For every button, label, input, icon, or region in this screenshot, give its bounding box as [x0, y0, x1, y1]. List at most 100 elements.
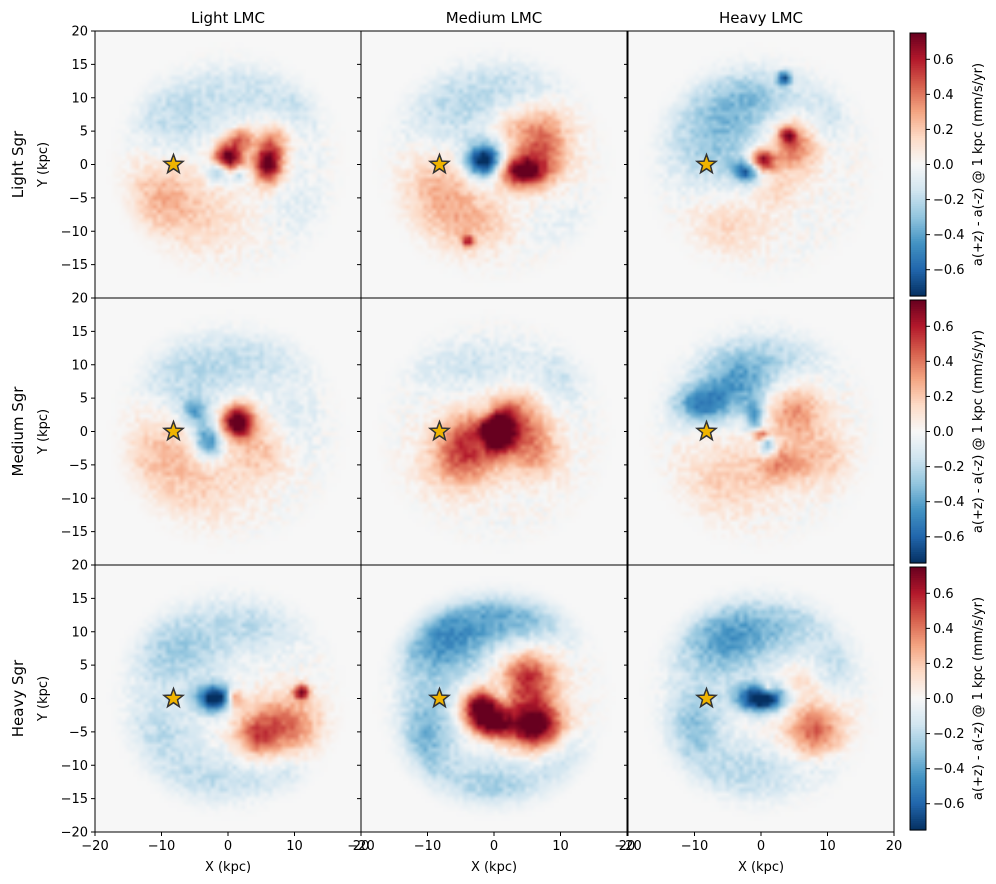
colorbar-label: a(+z) - a(-z) @ 1 kpc (mm/s/yr) [971, 330, 986, 533]
colorbar-segment [910, 164, 926, 168]
colorbar-segment [910, 203, 926, 207]
colorbar-segment [910, 330, 926, 334]
colorbar-segment [910, 125, 926, 128]
colorbar-segment [910, 582, 926, 586]
colorbar-segment [910, 350, 926, 354]
colorbar-segment [910, 683, 926, 686]
y-tick-label: −5 [69, 725, 88, 740]
colorbar-tick-label: 0.2 [933, 657, 954, 672]
colorbar-segment [910, 805, 926, 809]
colorbar-segment [910, 230, 926, 234]
colorbar-segment [910, 308, 926, 312]
colorbar-segment [910, 619, 926, 623]
colorbar-segment [910, 173, 926, 177]
y-tick-label: 5 [80, 125, 88, 140]
colorbar-segment [910, 438, 926, 441]
colorbar-segment [910, 687, 926, 691]
x-tick-label: 20 [619, 839, 636, 854]
colorbar-segment [910, 190, 926, 194]
colorbar-segment [910, 571, 926, 575]
colorbar-segment [910, 431, 926, 435]
colorbar-segment [910, 580, 926, 583]
colorbar-segment [910, 199, 926, 203]
colorbar-segment [910, 746, 926, 750]
colorbar-segment [910, 554, 926, 558]
colorbar-segment [910, 300, 926, 303]
colorbar-tick-label: −0.4 [933, 762, 965, 777]
colorbar-segment [910, 258, 926, 262]
colorbar-segment [910, 81, 926, 85]
colorbar-segment [910, 648, 926, 651]
colorbar-segment [910, 602, 926, 605]
colorbar-segment [910, 799, 926, 803]
x-tick-label: −20 [614, 839, 641, 854]
colorbar-segment [910, 709, 926, 713]
colorbar-segment [910, 819, 926, 822]
colorbar-segment [910, 674, 926, 678]
colorbar-segment [910, 263, 926, 266]
colorbar-segment [910, 256, 926, 260]
colorbar-segment [910, 389, 926, 393]
colorbar-segment [910, 781, 926, 785]
colorbar-tick-label: 0.6 [933, 320, 954, 335]
y-tick-label: −5 [69, 191, 88, 206]
y-tick-label: 15 [71, 592, 88, 607]
colorbar-segment [910, 33, 926, 36]
colorbar-segment [910, 72, 926, 76]
colorbar-segment [910, 319, 926, 323]
colorbar-segment [910, 718, 926, 722]
colorbar-segment [910, 821, 926, 825]
colorbar-segment [910, 424, 926, 428]
y-tick-label: 5 [80, 659, 88, 674]
colorbar-segment [910, 613, 926, 616]
colorbar-segment [910, 495, 926, 498]
colorbar-segment [910, 291, 926, 295]
colorbar-segment [910, 689, 926, 693]
colorbar-segment [910, 310, 926, 314]
colorbar-segment [910, 444, 926, 448]
colorbar-segment [910, 223, 926, 227]
colorbar-segment [910, 146, 926, 150]
colorbar-segment [910, 387, 926, 391]
colorbar-segment [910, 481, 926, 485]
heatmap-panel-5 [361, 298, 627, 565]
colorbar-segment [910, 94, 926, 98]
colorbar-segment [910, 803, 926, 807]
colorbar-segment [910, 131, 926, 135]
heatmap-panel-9 [628, 565, 894, 832]
colorbar-segment [910, 567, 926, 570]
colorbar-segment [910, 797, 926, 800]
colorbar-segment [910, 442, 926, 446]
colorbar-segment [910, 659, 926, 662]
colorbar-segment [910, 449, 926, 452]
colorbar-segment [910, 462, 926, 465]
heatmap-panel-8 [361, 565, 627, 832]
colorbar-segment [910, 773, 926, 776]
colorbar-segment [910, 372, 926, 376]
colorbar-segment [910, 453, 926, 457]
colorbar-segment [910, 304, 926, 308]
colorbar-segment [910, 225, 926, 229]
colorbar-segment [910, 228, 926, 231]
colorbar-segment [910, 716, 926, 719]
colorbar-segment [910, 759, 926, 763]
colorbar-segment [910, 634, 926, 638]
colorbar-segment [910, 241, 926, 244]
colorbar-segment [910, 740, 926, 743]
colorbar-segment [910, 479, 926, 483]
colorbar-segment [910, 341, 926, 345]
colorbar-segment [910, 552, 926, 555]
colorbar-segment [910, 823, 926, 827]
colorbar-segment [910, 801, 926, 805]
colorbar-segment [910, 665, 926, 669]
colorbar-segment [910, 722, 926, 726]
colorbar-segment [910, 499, 926, 503]
colorbar-segment [910, 109, 926, 113]
colorbar-segment [910, 753, 926, 757]
colorbar-tick-label: −0.2 [933, 460, 965, 475]
colorbar-segment [910, 748, 926, 752]
y-tick-label: 5 [80, 392, 88, 407]
colorbar-segment [910, 383, 926, 387]
colorbar-segment [910, 118, 926, 122]
